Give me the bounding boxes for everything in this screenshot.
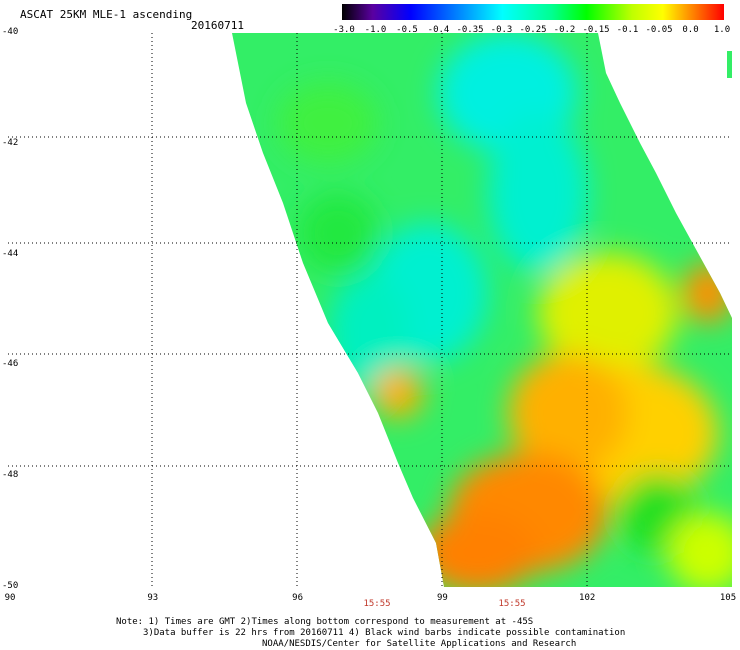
colorbar-label: -3.0: [333, 25, 355, 35]
colorbar-label: -0.35: [456, 25, 484, 35]
note-line-3: NOAA/NESDIS/Center for Satellite Applica…: [262, 639, 577, 649]
wind-field: [232, 33, 732, 587]
lon-tick-label: 99: [436, 593, 448, 603]
lat-tick-label: -44: [2, 248, 19, 259]
colorbar-label: -0.5: [396, 25, 418, 35]
colorbar-label: -0.15: [582, 25, 610, 35]
legend-swatch: [727, 51, 732, 78]
map-title: ASCAT 25KM MLE-1 ascending: [20, 8, 193, 21]
colorbar-label: -0.3: [490, 25, 513, 35]
colorbar-label: 1.0: [713, 25, 731, 35]
note-line-1: Note: 1) Times are GMT 2)Times along bot…: [116, 617, 534, 627]
colorbar-label: -0.05: [645, 25, 673, 35]
lat-tick-label: -40: [2, 27, 19, 37]
colorbar-label: -0.4: [427, 25, 450, 35]
colorbar-label: -1.0: [364, 25, 387, 35]
colorbar-label: 0.0: [682, 25, 699, 35]
lat-tick-label: -42: [2, 137, 19, 148]
lon-tick-label: 93: [147, 593, 159, 603]
colorbar-label: -0.2: [553, 25, 576, 35]
swath-map: [8, 33, 732, 587]
time-label-1: 15:55: [363, 599, 391, 609]
lat-tick-label: -46: [2, 359, 19, 370]
lat-tick-label: -50: [2, 581, 19, 591]
colorbar-label: -0.1: [616, 25, 639, 35]
note-line-2: 3)Data buffer is 22 hrs from 20160711 4)…: [143, 628, 626, 638]
lat-tick-label: -48: [2, 470, 19, 481]
colorbar: [342, 4, 724, 20]
colorbar-label: -0.25: [519, 25, 547, 35]
time-label-2: 15:55: [498, 599, 526, 609]
lon-tick-label: 102: [579, 593, 596, 603]
lon-tick-label: 96: [292, 593, 304, 603]
lon-tick-label: 90: [4, 593, 16, 603]
lon-tick-label: 105: [719, 593, 737, 603]
map-date: 20160711: [191, 19, 244, 32]
grid-lines: [8, 33, 732, 587]
